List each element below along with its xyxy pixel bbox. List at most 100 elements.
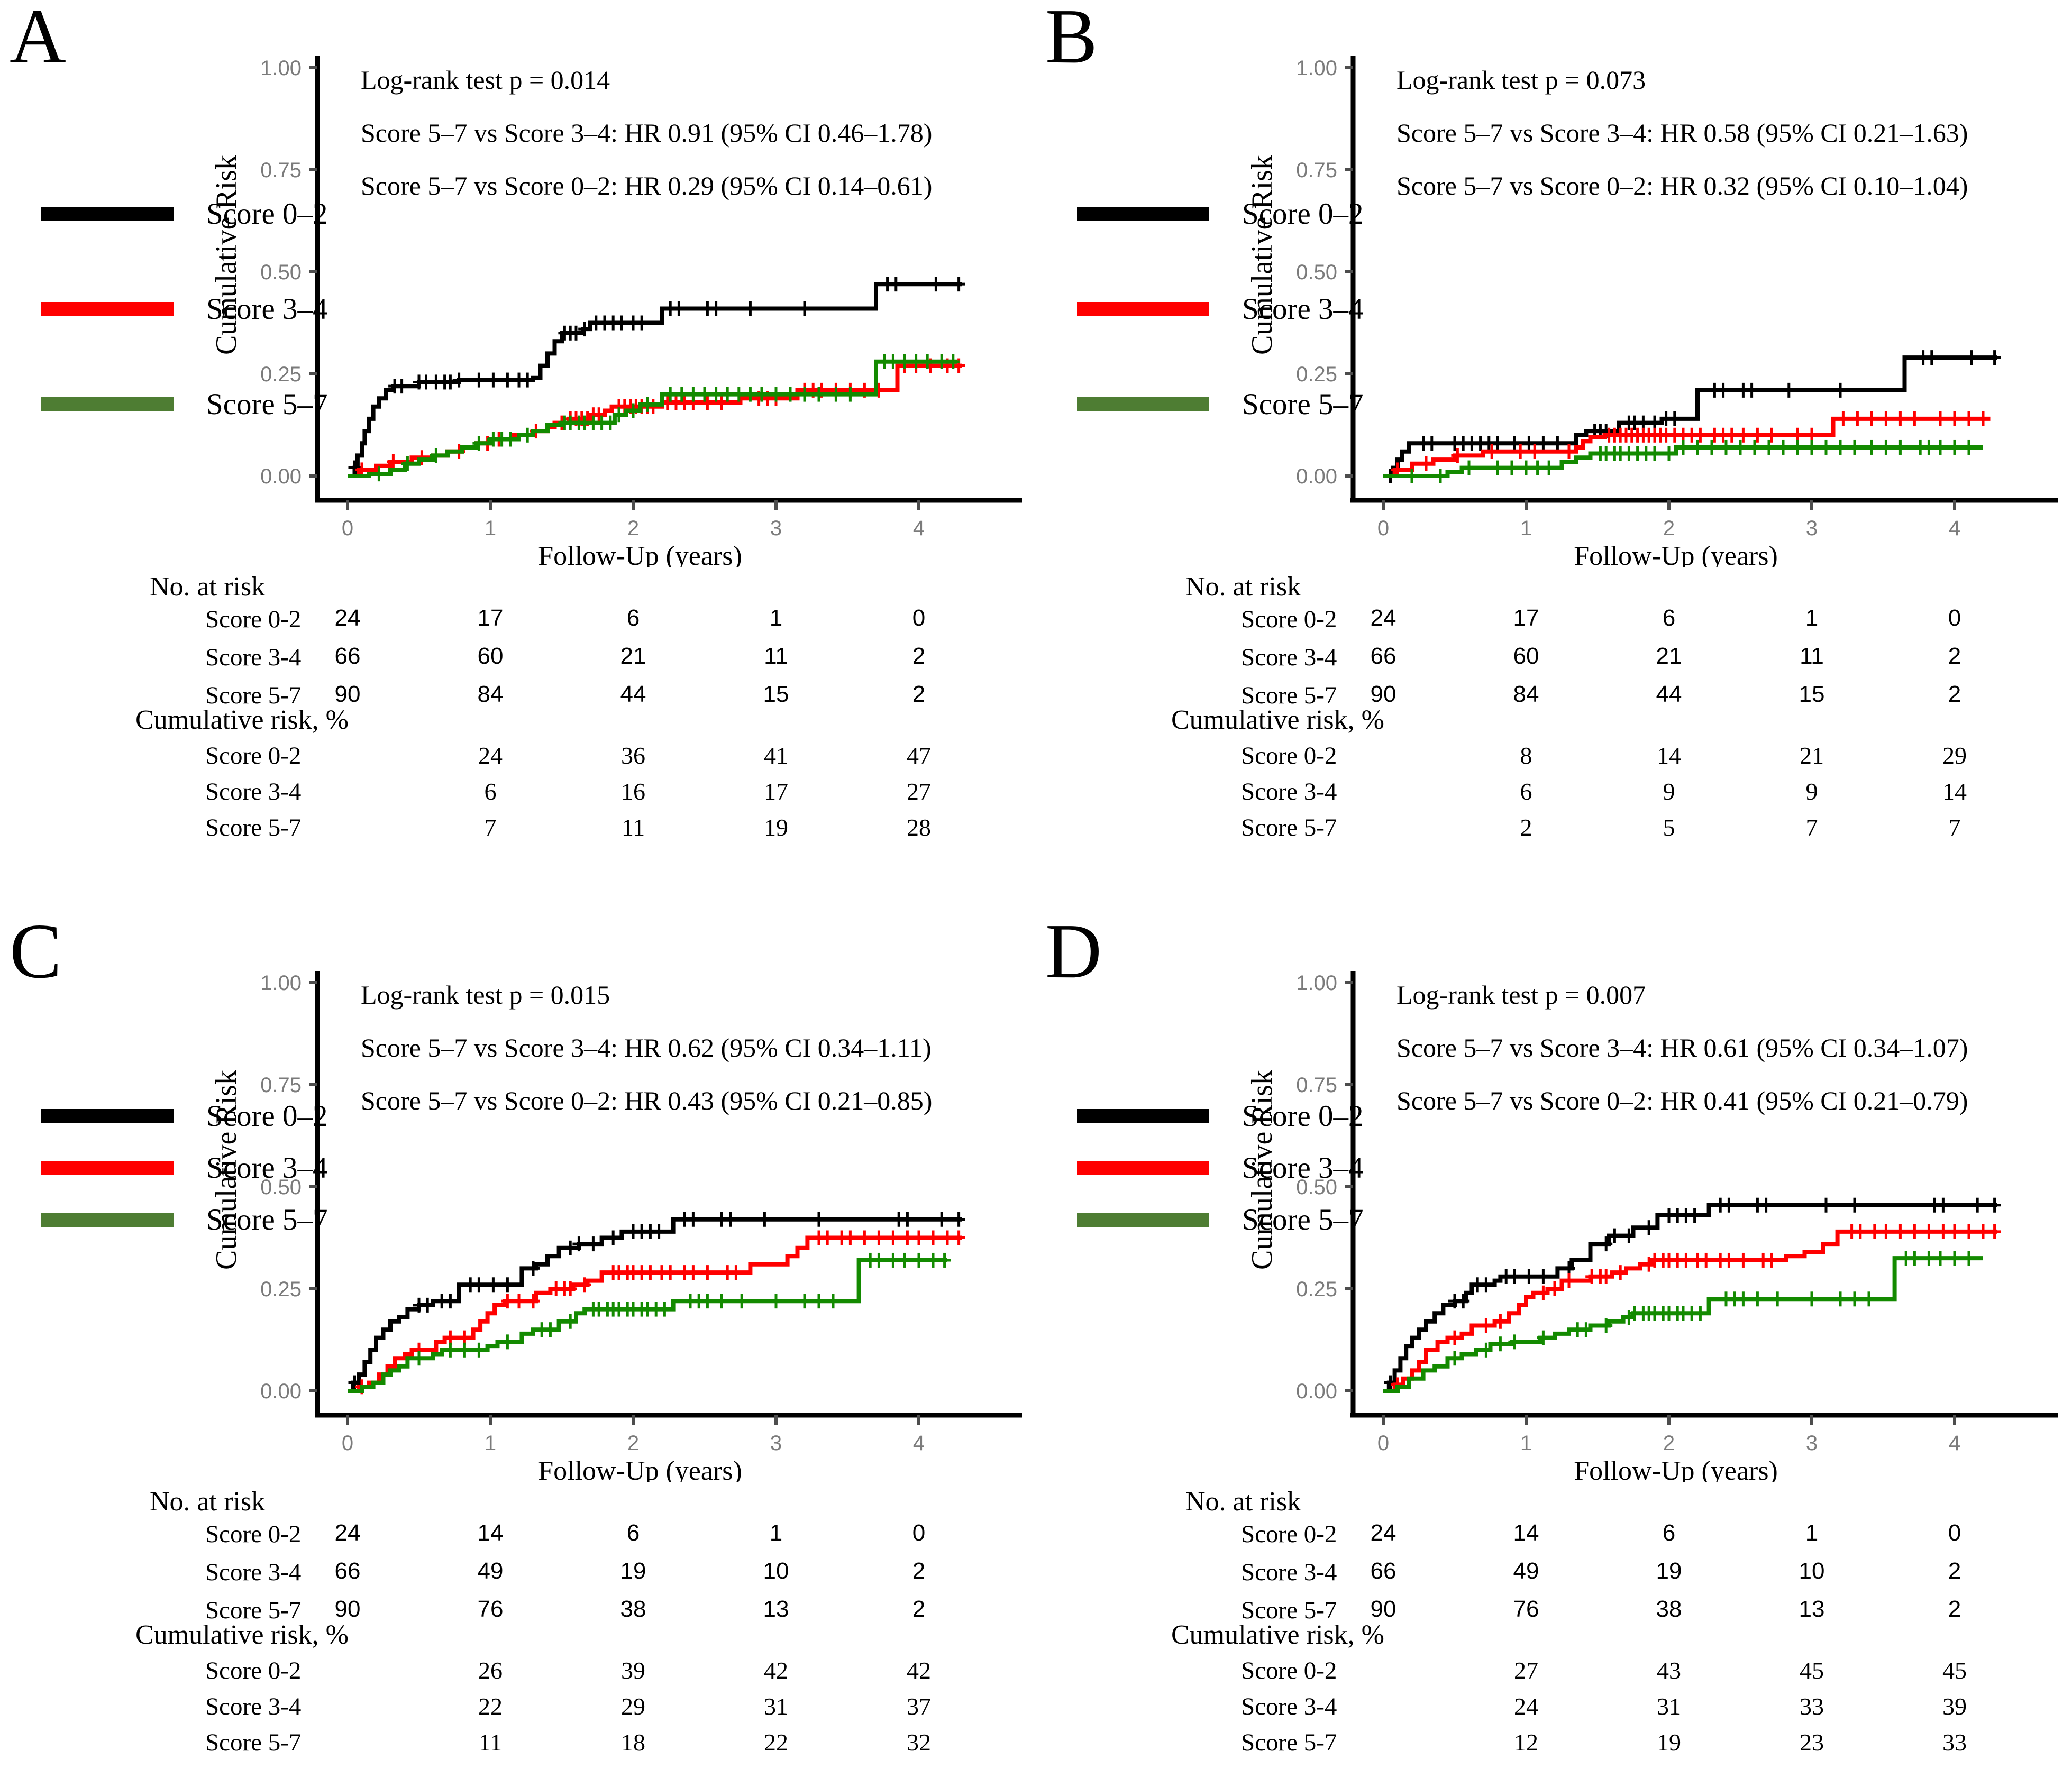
km-curve-score-0-2 bbox=[348, 1217, 962, 1393]
km-curve-score-5-7 bbox=[348, 359, 957, 478]
cumulative-risk-header: Cumulative risk, % bbox=[1171, 705, 1384, 735]
censor-marks-score-0-2 bbox=[1384, 1197, 2001, 1390]
x-tick-label: 0 bbox=[1377, 1432, 1389, 1455]
cumulative-risk-cell: 29 bbox=[621, 1693, 645, 1720]
risk-count-cell: 90 bbox=[334, 681, 361, 707]
cumulative-risk-cell: 24 bbox=[1514, 1693, 1538, 1720]
y-tick-label: 0.50 bbox=[1296, 1176, 1337, 1199]
km-panel-b: B Score 0–2 Score 3–4 Score 5–7 Cumulative R… bbox=[1036, 0, 2066, 863]
risk-count-cell: 1 bbox=[1805, 605, 1819, 631]
risk-count-cell: 49 bbox=[1513, 1558, 1539, 1584]
stat-annotation: Score 5–7 vs Score 0–2: HR 0.41 (95% CI … bbox=[1396, 1086, 1968, 1115]
legend-label: Score 5–7 bbox=[206, 387, 328, 421]
x-tick-label: 1 bbox=[485, 517, 496, 540]
y-tick-label: 0.75 bbox=[260, 1074, 302, 1097]
censor-marks-score-3-4 bbox=[1391, 1224, 2001, 1392]
stat-annotation: Score 5–7 vs Score 0–2: HR 0.43 (95% CI … bbox=[361, 1086, 932, 1115]
risk-count-cell: 0 bbox=[912, 605, 926, 631]
legend-label: Score 3–4 bbox=[206, 1151, 328, 1185]
no-at-risk-header: No. at risk bbox=[1185, 572, 1301, 602]
cumulative-risk-header: Cumulative risk, % bbox=[1171, 1620, 1384, 1650]
y-tick-label: 0.50 bbox=[1296, 261, 1337, 284]
risk-count-cell: 19 bbox=[1656, 1558, 1682, 1584]
legend-item-score-0-2: Score 0–2 bbox=[1077, 1099, 1364, 1133]
no-at-risk-header: No. at risk bbox=[1185, 1487, 1301, 1517]
cumulative-risk-header: Cumulative risk, % bbox=[135, 705, 349, 735]
cumulative-row-label: Score 0-2 bbox=[1241, 1657, 1337, 1684]
x-tick-label: 1 bbox=[1520, 1432, 1532, 1455]
cumulative-risk-cell: 27 bbox=[907, 778, 931, 805]
y-tick-label: 0.00 bbox=[260, 1380, 302, 1403]
risk-count-cell: 11 bbox=[764, 643, 788, 669]
x-axis-title: Follow-Up (years) bbox=[538, 1456, 742, 1482]
y-tick-label: 0.25 bbox=[260, 1278, 302, 1301]
km-curve-score-0-2 bbox=[1383, 1203, 1997, 1393]
y-tick-label: 1.00 bbox=[260, 972, 302, 995]
stat-annotation: Score 5–7 vs Score 3–4: HR 0.62 (95% CI … bbox=[361, 1033, 932, 1062]
cumulative-risk-cell: 7 bbox=[1805, 814, 1818, 841]
cumulative-row-label: Score 3-4 bbox=[1241, 778, 1337, 805]
risk-count-cell: 76 bbox=[477, 1596, 504, 1622]
cumulative-risk-cell: 9 bbox=[1663, 778, 1675, 805]
risk-count-cell: 2 bbox=[912, 1558, 926, 1584]
y-tick-label: 0.75 bbox=[260, 159, 302, 182]
cumulative-row-label: Score 3-4 bbox=[1241, 1693, 1337, 1720]
cumulative-risk-cell: 42 bbox=[907, 1657, 931, 1684]
km-plot: 0.00 0.25 0.50 0.75 1.00 0 1 2 3 4 Follow-Up (year… bbox=[1296, 56, 2058, 567]
y-tick-label: 0.25 bbox=[260, 363, 302, 386]
panel-letter: D bbox=[1045, 908, 1102, 995]
km-curve-score-0-2 bbox=[348, 282, 962, 478]
cumulative-risk-cell: 36 bbox=[621, 742, 645, 769]
stat-annotation: Score 5–7 vs Score 3–4: HR 0.61 (95% CI … bbox=[1396, 1033, 1968, 1062]
risk-count-cell: 2 bbox=[1948, 643, 1961, 669]
risk-count-cell: 6 bbox=[626, 605, 640, 631]
censor-marks-score-5-7 bbox=[372, 354, 960, 482]
legend-item-score-5-7: Score 5–7 bbox=[1077, 1203, 1364, 1236]
x-tick-label: 3 bbox=[1806, 517, 1818, 540]
no-at-risk-header: No. at risk bbox=[150, 1487, 266, 1517]
cumulative-risk-cell: 14 bbox=[1942, 778, 1967, 805]
risk-count-cell: 90 bbox=[1370, 681, 1396, 707]
cumulative-risk-cell: 39 bbox=[621, 1657, 645, 1684]
legend-swatch-icon bbox=[41, 1108, 174, 1123]
legend-item-score-5-7: Score 5–7 bbox=[41, 387, 328, 421]
cumulative-row-label: Score 5-7 bbox=[1241, 814, 1337, 841]
risk-count-cell: 19 bbox=[620, 1558, 646, 1584]
risk-count-cell: 90 bbox=[1370, 1596, 1396, 1622]
km-curve-score-3-4 bbox=[348, 1235, 962, 1393]
x-tick-label: 4 bbox=[913, 1432, 925, 1455]
legend-swatch-icon bbox=[1077, 206, 1209, 221]
risk-count-cell: 66 bbox=[1370, 643, 1396, 669]
cumulative-row-label: Score 3-4 bbox=[205, 778, 302, 805]
x-tick-label: 2 bbox=[1663, 1432, 1675, 1455]
legend-label: Score 3–4 bbox=[206, 292, 328, 326]
cumulative-risk-cell: 27 bbox=[1514, 1657, 1538, 1684]
risk-count-cell: 0 bbox=[1948, 1520, 1961, 1546]
risk-count-cell: 38 bbox=[620, 1596, 646, 1622]
risk-count-cell: 2 bbox=[912, 1596, 926, 1622]
legend-swatch-icon bbox=[1077, 1212, 1209, 1227]
cumulative-risk-cell: 5 bbox=[1663, 814, 1675, 841]
risk-count-cell: 11 bbox=[1800, 643, 1824, 669]
x-tick-label: 2 bbox=[1663, 517, 1675, 540]
y-tick-label: 0.00 bbox=[260, 465, 302, 488]
risk-count-cell: 10 bbox=[763, 1558, 789, 1584]
risk-count-cell: 44 bbox=[1656, 681, 1682, 707]
cumulative-risk-cell: 28 bbox=[907, 814, 931, 841]
risk-count-cell: 1 bbox=[1805, 1520, 1819, 1546]
y-tick-label: 1.00 bbox=[1296, 972, 1337, 995]
cumulative-risk-cell: 6 bbox=[1520, 778, 1532, 805]
censor-marks-score-5-7 bbox=[1448, 1251, 1975, 1366]
censor-marks-score-0-2 bbox=[1384, 350, 2001, 483]
risk-count-cell: 66 bbox=[334, 643, 361, 669]
legend-label: Score 0–2 bbox=[1242, 1099, 1364, 1133]
censor-marks-score-3-4 bbox=[355, 1230, 965, 1395]
x-axis-title: Follow-Up (years) bbox=[1574, 541, 1778, 567]
legend-swatch-icon bbox=[1077, 1160, 1209, 1175]
legend-item-score-3-4: Score 3–4 bbox=[41, 1151, 328, 1185]
x-tick-label: 2 bbox=[627, 517, 639, 540]
cumulative-risk-cell: 29 bbox=[1942, 742, 1967, 769]
legend-label: Score 0–2 bbox=[1242, 197, 1364, 231]
risk-count-cell: 49 bbox=[477, 1558, 504, 1584]
risk-count-cell: 90 bbox=[334, 1596, 361, 1622]
